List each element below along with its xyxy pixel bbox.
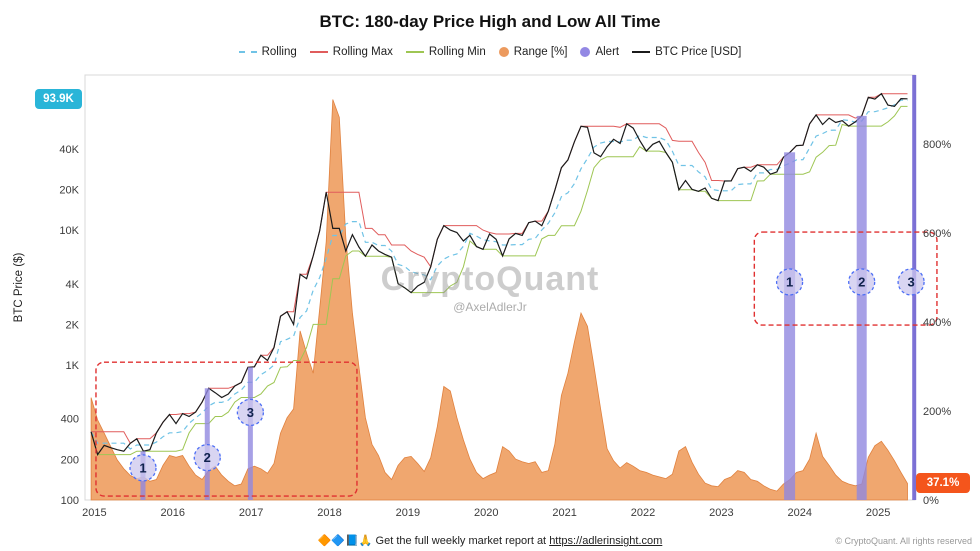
legend-label: Alert: [595, 46, 620, 58]
alert-marker-label: 2: [204, 450, 211, 465]
x-tick: 2020: [474, 507, 498, 519]
legend-label: BTC Price [USD]: [655, 46, 742, 58]
legend-item-btc-price-usd[interactable]: BTC Price [USD]: [632, 46, 741, 58]
y-left-tick: 2K: [66, 319, 80, 331]
y-left-tick: 40K: [59, 144, 79, 156]
y-left-tick: 100: [61, 495, 79, 507]
current-range-badge: 37.1%: [916, 473, 970, 493]
range-area: [90, 99, 908, 501]
footer: 🔶🔷📘🙏 Get the full weekly market report a…: [0, 532, 980, 548]
y-right-tick: 400%: [923, 317, 951, 329]
x-tick: 2017: [239, 507, 263, 519]
alert-marker-circle: [193, 443, 221, 472]
alert-marker-circle: [129, 454, 157, 482]
footer-text: Get the full weekly market report at: [375, 535, 547, 547]
legend-marker: [580, 47, 591, 57]
y-left-tick: 4K: [66, 279, 80, 291]
copyright: © CryptoQuant. All rights reserved: [835, 536, 972, 546]
x-tick: 2023: [709, 507, 733, 519]
rolling-line: [90, 99, 908, 450]
y-right-tick: 800%: [923, 139, 951, 151]
legend-item-rolling[interactable]: Rolling: [238, 46, 297, 58]
x-tick: 2024: [788, 507, 812, 519]
btc-price-line: [90, 92, 908, 456]
legend-label: Range [%]: [513, 46, 568, 58]
alert-marker-label: 2: [858, 274, 865, 289]
alert-marker-label: 1: [786, 274, 793, 289]
chart-title: BTC: 180-day Price High and Low All Time: [319, 12, 661, 31]
alert-marker-circle: [897, 268, 925, 296]
alert-marker-circle: [236, 398, 265, 427]
footer-message: 🔶🔷📘🙏 Get the full weekly market report a…: [318, 534, 663, 547]
alert-marker-label: 3: [907, 274, 914, 289]
x-tick: 2018: [317, 507, 341, 519]
footer-emojis: 🔶🔷📘🙏: [317, 535, 373, 547]
alert-marker-circle: [775, 268, 804, 296]
y-left-tick: 400: [61, 414, 79, 426]
legend-marker: [632, 51, 651, 53]
y-left-tick: 200: [61, 454, 79, 466]
rolling-max-line: [91, 93, 908, 445]
y-right-tick: 600%: [923, 228, 951, 240]
y-axis-title: BTC Price ($): [13, 253, 25, 323]
x-tick: 2019: [396, 507, 420, 519]
legend-label: Rolling Min: [428, 46, 486, 58]
legend: Rolling Rolling Max Rolling Min Range [%] Al…: [0, 46, 980, 58]
footer-link[interactable]: https://adlerinsight.com: [549, 535, 663, 547]
legend-marker: [309, 51, 328, 53]
alert-marker-circle: [848, 268, 876, 296]
x-tick: 2015: [82, 507, 106, 519]
legend-marker: [498, 47, 509, 57]
alert-bar: [247, 367, 253, 500]
current-price-badge: 93.9K: [35, 89, 82, 109]
alert-bar: [784, 152, 796, 500]
alert-marker-label: 3: [247, 405, 254, 420]
x-tick: 2025: [866, 507, 890, 519]
y-left-tick: 1K: [66, 360, 80, 372]
x-tick: 2016: [161, 507, 185, 519]
legend-label: Rolling: [261, 46, 297, 58]
y-right-tick: 200%: [923, 406, 951, 418]
legend-marker: [405, 51, 424, 53]
x-tick: 2021: [552, 507, 576, 519]
alert-bar: [856, 115, 867, 500]
annotation-box: [753, 231, 938, 326]
y-right-tick: 0%: [923, 495, 939, 507]
legend-marker: [238, 51, 257, 53]
y-left-tick: 10K: [59, 225, 79, 237]
alert-marker-label: 1: [139, 460, 146, 475]
legend-label: Rolling Max: [332, 46, 393, 58]
annotation-box: [95, 361, 358, 497]
plot-area: [84, 74, 916, 501]
legend-item-range[interactable]: Range [%]: [498, 46, 568, 58]
legend-item-rolling-max[interactable]: Rolling Max: [309, 46, 393, 58]
y-left-tick: 20K: [59, 184, 79, 196]
legend-item-rolling-min[interactable]: Rolling Min: [405, 46, 486, 58]
legend-item-alert[interactable]: Alert: [580, 46, 619, 58]
x-tick: 2022: [631, 507, 655, 519]
